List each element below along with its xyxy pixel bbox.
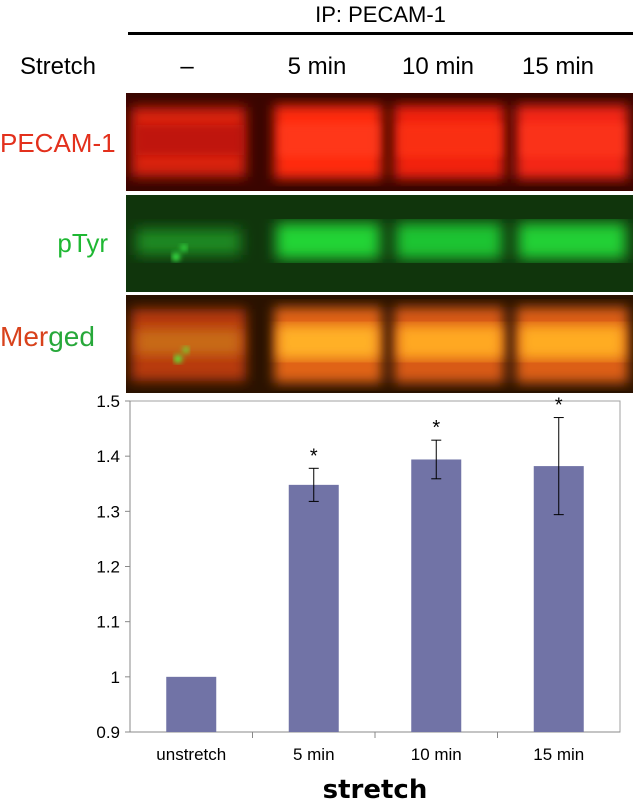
merged-row-label: Merged — [0, 322, 118, 352]
bar-2 — [411, 459, 462, 732]
lane-header-control: – — [180, 53, 194, 80]
ip-bracket-line — [128, 32, 633, 35]
merged-blot-image — [126, 295, 633, 393]
lane-header-10min: 10 min — [401, 53, 475, 80]
significance-marker-2: * — [432, 417, 440, 439]
bar-chart: 0.9 1 1.1 1.2 1.3 1.4 1.5 unstretch * 5 min * 10 mi… — [96, 395, 621, 802]
ptyr-row-label: pTyr — [57, 228, 108, 258]
x-axis-title: stretch — [323, 775, 428, 802]
x-tick-label-0: unstretch — [156, 745, 226, 764]
pecam-blot-image — [126, 93, 633, 191]
ptyr-blot-image — [126, 195, 633, 292]
pecam-row-label: PECAM-1 — [0, 128, 116, 158]
bar-1 — [288, 484, 339, 732]
x-tick-label-3: 15 min — [533, 745, 584, 764]
x-tick-label-2: 10 min — [411, 745, 462, 764]
lane-header-15min: 15 min — [521, 53, 595, 80]
merged-label-red: Mer — [0, 321, 49, 352]
merged-label-green: ged — [48, 321, 95, 352]
bar-0 — [166, 676, 217, 732]
y-tick-label: 1.2 — [96, 558, 120, 577]
lane-header-5min: 5 min — [287, 53, 347, 80]
ip-header: IP: PECAM-1 — [315, 2, 446, 27]
y-tick-label: 1.1 — [96, 613, 120, 632]
x-tick-label-1: 5 min — [293, 745, 335, 764]
y-tick-label: 1.4 — [96, 447, 120, 466]
significance-marker-1: * — [310, 445, 318, 467]
significance-marker-3: * — [555, 395, 563, 417]
y-tick-label: 1.5 — [96, 395, 120, 411]
y-tick-label: 1.3 — [96, 502, 120, 521]
y-tick-label: 0.9 — [96, 723, 120, 742]
stretch-row-label: Stretch — [20, 53, 97, 80]
y-tick-label: 1 — [111, 668, 120, 687]
